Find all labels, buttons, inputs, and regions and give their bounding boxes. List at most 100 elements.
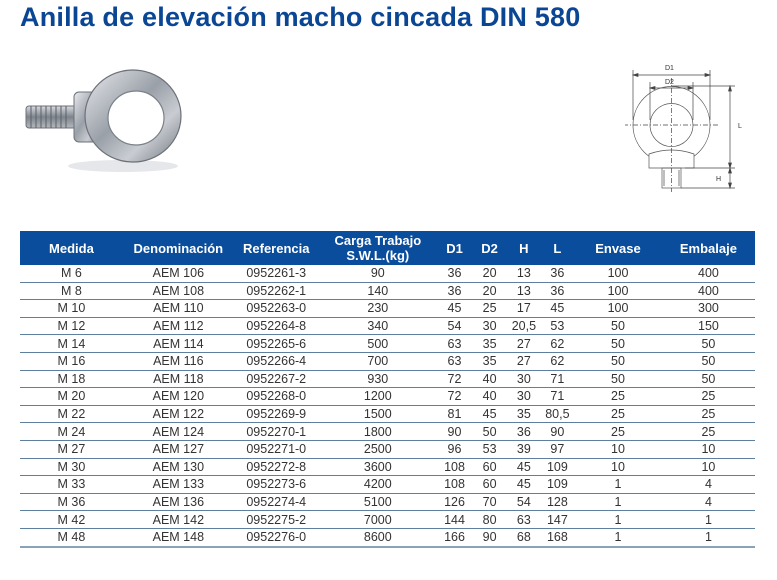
cell-h: 30 <box>507 387 541 406</box>
cell-d2: 30 <box>472 317 508 336</box>
cell-h: 13 <box>507 282 541 301</box>
cell-d1: 36 <box>436 265 473 283</box>
diagram-label-l: L <box>738 123 742 130</box>
cell-d1: 36 <box>436 282 473 301</box>
table-row: M 24 AEM 124 0952270-1 1800 90 50 36 90 25 25 <box>20 422 755 441</box>
cell-envase: 25 <box>574 405 662 424</box>
cell-referencia: 0952268-0 <box>233 387 319 406</box>
cell-denominacion: AEM 112 <box>122 317 234 336</box>
table-row: M 10 AEM 110 0952263-0 230 45 25 17 45 100 300 <box>20 299 755 318</box>
cell-carga: 500 <box>318 334 437 353</box>
cell-l: 53 <box>540 317 575 336</box>
cell-h: 30 <box>507 370 541 389</box>
cell-d1: 126 <box>436 493 473 512</box>
header-carga-line1: Carga Trabajo <box>334 233 422 248</box>
table-row: M 14 AEM 114 0952265-6 500 63 35 27 62 50 50 <box>20 334 755 353</box>
cell-medida: M 24 <box>20 422 123 441</box>
cell-embalaje: 50 <box>661 334 755 353</box>
cell-embalaje: 25 <box>661 387 755 406</box>
cell-medida: M 30 <box>20 458 123 477</box>
cell-referencia: 0952270-1 <box>233 422 319 441</box>
cell-d2: 60 <box>472 458 508 477</box>
cell-embalaje: 400 <box>661 265 755 283</box>
cell-medida: M 6 <box>20 265 123 283</box>
cell-denominacion: AEM 116 <box>122 352 234 371</box>
cell-h: 63 <box>507 510 541 529</box>
diagram-label-d1: D1 <box>665 65 674 72</box>
cell-medida: M 8 <box>20 282 123 301</box>
cell-d1: 63 <box>436 334 473 353</box>
cell-medida: M 16 <box>20 352 123 371</box>
header-denominacion: Denominación <box>122 231 234 265</box>
cell-envase: 1 <box>574 528 662 548</box>
cell-d2: 40 <box>472 370 508 389</box>
cell-d2: 45 <box>472 405 508 424</box>
cell-d2: 80 <box>472 510 508 529</box>
cell-h: 39 <box>507 440 541 459</box>
cell-carga: 1800 <box>318 422 437 441</box>
cell-medida: M 33 <box>20 475 123 494</box>
cell-carga: 700 <box>318 352 437 371</box>
cell-l: 109 <box>540 458 575 477</box>
cell-envase: 100 <box>574 265 662 283</box>
table-row: M 8 AEM 108 0952262-1 140 36 20 13 36 100 400 <box>20 282 755 301</box>
cell-d2: 35 <box>472 334 508 353</box>
cell-denominacion: AEM 142 <box>122 510 234 529</box>
cell-d1: 144 <box>436 510 473 529</box>
dimension-diagram: D1 D2 L H <box>623 50 755 200</box>
cell-envase: 1 <box>574 510 662 529</box>
cell-denominacion: AEM 127 <box>122 440 234 459</box>
specifications-table: Medida Denominación Referencia Carga Tra… <box>20 231 755 548</box>
cell-envase: 25 <box>574 422 662 441</box>
cell-h: 45 <box>507 475 541 494</box>
cell-l: 90 <box>540 422 575 441</box>
cell-envase: 50 <box>574 352 662 371</box>
table-row: M 18 AEM 118 0952267-2 930 72 40 30 71 50 50 <box>20 370 755 389</box>
cell-referencia: 0952267-2 <box>233 370 319 389</box>
cell-medida: M 48 <box>20 528 123 548</box>
cell-l: 168 <box>540 528 575 548</box>
cell-l: 128 <box>540 493 575 512</box>
cell-embalaje: 4 <box>661 475 755 494</box>
cell-denominacion: AEM 130 <box>122 458 234 477</box>
cell-referencia: 0952273-6 <box>233 475 319 494</box>
cell-h: 27 <box>507 352 541 371</box>
cell-envase: 50 <box>574 334 662 353</box>
cell-l: 80,5 <box>540 405 575 424</box>
cell-envase: 10 <box>574 440 662 459</box>
cell-medida: M 14 <box>20 334 123 353</box>
cell-d1: 90 <box>436 422 473 441</box>
cell-embalaje: 4 <box>661 493 755 512</box>
cell-l: 36 <box>540 265 575 283</box>
cell-embalaje: 400 <box>661 282 755 301</box>
cell-l: 147 <box>540 510 575 529</box>
cell-embalaje: 50 <box>661 370 755 389</box>
cell-envase: 10 <box>574 458 662 477</box>
cell-medida: M 36 <box>20 493 123 512</box>
table-row: M 42 AEM 142 0952275-2 7000 144 80 63 147 1 1 <box>20 510 755 529</box>
cell-d1: 81 <box>436 405 473 424</box>
cell-d2: 90 <box>472 528 508 548</box>
cell-carga: 340 <box>318 317 437 336</box>
cell-carga: 1200 <box>318 387 437 406</box>
cell-embalaje: 10 <box>661 440 755 459</box>
table-row: M 16 AEM 116 0952266-4 700 63 35 27 62 50 50 <box>20 352 755 371</box>
table-row: M 36 AEM 136 0952274-4 5100 126 70 54 128 1 4 <box>20 493 755 512</box>
header-envase: Envase <box>574 231 662 265</box>
cell-h: 45 <box>507 458 541 477</box>
cell-denominacion: AEM 136 <box>122 493 234 512</box>
header-carga-trabajo: Carga Trabajo S.W.L.(kg) <box>318 231 437 265</box>
table-row: M 6 AEM 106 0952261-3 90 36 20 13 36 100 400 <box>20 265 755 283</box>
cell-carga: 7000 <box>318 510 437 529</box>
table-row: M 30 AEM 130 0952272-8 3600 108 60 45 109 10 10 <box>20 458 755 477</box>
cell-d1: 96 <box>436 440 473 459</box>
cell-referencia: 0952265-6 <box>233 334 319 353</box>
cell-embalaje: 25 <box>661 405 755 424</box>
cell-denominacion: AEM 106 <box>122 265 234 283</box>
cell-d1: 108 <box>436 458 473 477</box>
cell-l: 36 <box>540 282 575 301</box>
cell-embalaje: 1 <box>661 510 755 529</box>
cell-l: 71 <box>540 370 575 389</box>
cell-h: 27 <box>507 334 541 353</box>
cell-denominacion: AEM 110 <box>122 299 234 318</box>
